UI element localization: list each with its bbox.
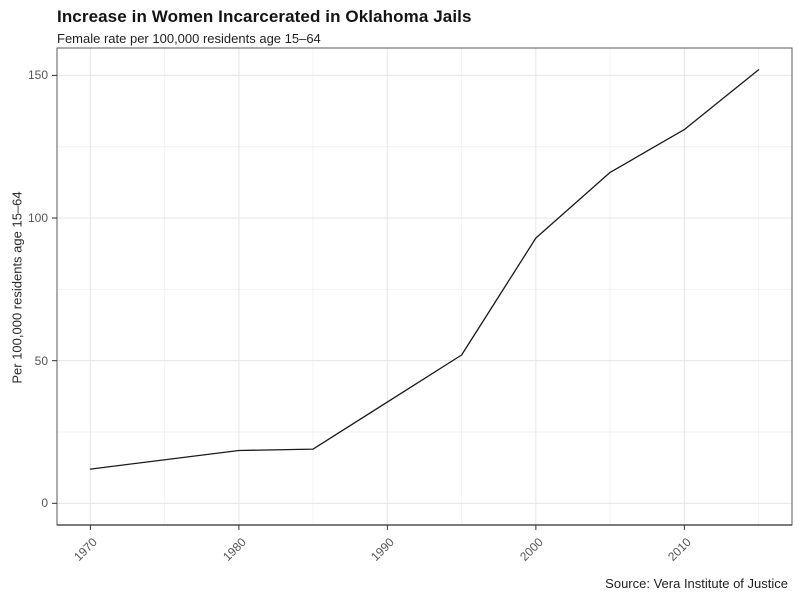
y-tick-label: 50 bbox=[34, 353, 48, 368]
y-tick-label: 0 bbox=[41, 496, 48, 511]
chart-title: Increase in Women Incarcerated in Oklaho… bbox=[57, 7, 472, 26]
source-credit: Source: Vera Institute of Justice bbox=[605, 576, 788, 591]
chart-subtitle: Female rate per 100,000 residents age 15… bbox=[57, 31, 321, 46]
panel-border bbox=[56, 47, 793, 526]
y-tick-label: 150 bbox=[27, 68, 48, 83]
y-tick-label: 100 bbox=[27, 211, 48, 226]
data-line-women-incarcerated bbox=[89, 69, 760, 470]
